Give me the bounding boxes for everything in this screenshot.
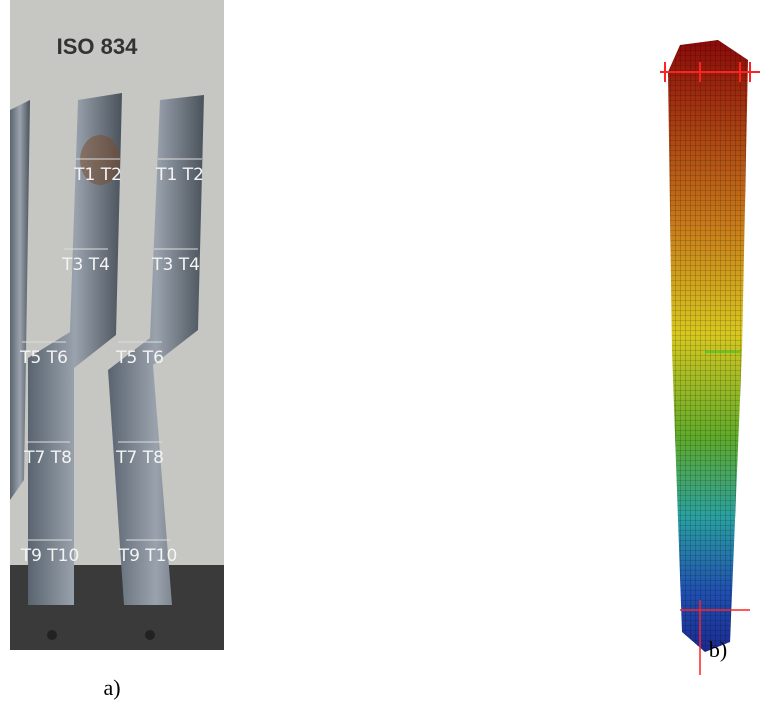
column-marking: T9 T10 (20, 546, 80, 566)
column-marking: T3 T4 (151, 255, 200, 275)
sign: ISO 834 (57, 34, 138, 59)
column-marking: T5 T6 (115, 348, 164, 368)
column-marking: T9 T10 (118, 546, 178, 566)
column-marking: T1 T2 (73, 165, 122, 185)
column-marking: T1 T2 (155, 165, 204, 185)
column-marking: T7 T8 (115, 448, 164, 468)
hole (145, 630, 155, 640)
column-marking: T5 T6 (19, 348, 68, 368)
hole (47, 630, 57, 640)
panel-label: b) (709, 637, 727, 662)
fem-mesh (668, 40, 748, 652)
column-marking: T3 T4 (61, 255, 110, 275)
fem-model (660, 40, 760, 675)
figure: ISO 834 a) b) T1 T2 T1 T2 T3 T4 T3 T4 T5 T6 T… (0, 0, 778, 708)
panel-label: a) (103, 675, 120, 700)
column-marking: T7 T8 (23, 448, 72, 468)
